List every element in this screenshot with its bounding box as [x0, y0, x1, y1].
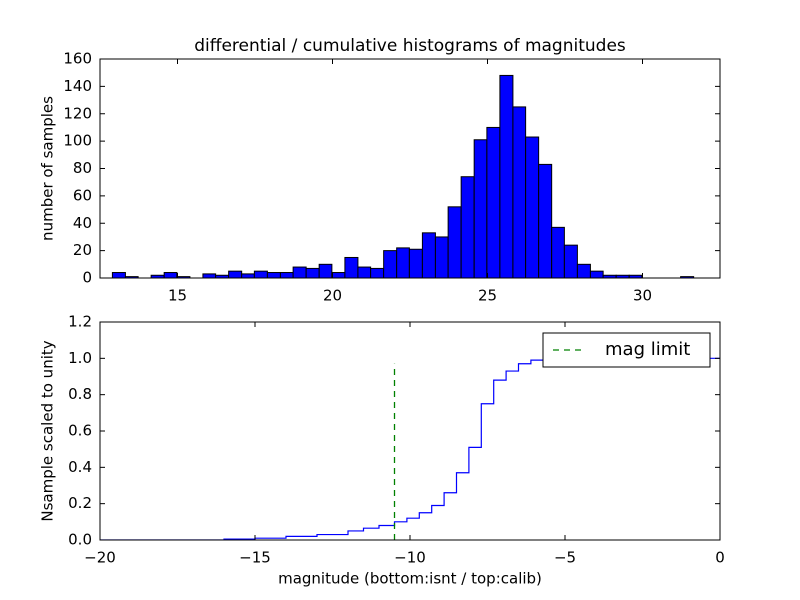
bar — [576, 263, 591, 279]
bar — [383, 250, 398, 279]
y-tick-label: 1.2 — [68, 313, 92, 331]
bar — [357, 266, 372, 279]
bar — [512, 106, 527, 279]
bar — [318, 263, 333, 279]
bar — [499, 74, 514, 279]
x-axis-label: magnitude (bottom:isnt / top:calib) — [278, 570, 542, 588]
bar — [370, 267, 385, 279]
bar — [460, 176, 475, 279]
legend-box — [542, 332, 711, 368]
y-tick-label: 1.0 — [68, 349, 92, 367]
cumulative-line — [100, 357, 720, 540]
bar — [344, 256, 359, 279]
bar — [589, 270, 604, 279]
y-tick-label: 0.2 — [68, 494, 92, 512]
bar — [279, 272, 294, 279]
y-tick-label: 20 — [73, 241, 92, 259]
y-tick-label: 0.6 — [68, 422, 92, 440]
bar — [563, 244, 578, 279]
y-tick-label: 100 — [63, 132, 92, 150]
legend-label: mag limit — [605, 339, 690, 360]
bar — [331, 272, 346, 279]
bar — [421, 232, 436, 279]
y-tick-label: 0.0 — [68, 531, 92, 549]
bar — [434, 236, 449, 279]
bar — [111, 272, 126, 279]
axes-frame — [99, 58, 721, 279]
bar — [538, 163, 553, 279]
y-tick-label: 160 — [63, 50, 92, 68]
bar — [525, 136, 540, 279]
y-tick-label: 0.8 — [68, 385, 92, 403]
y-tick-label: 80 — [73, 159, 92, 177]
y-tick-label: 60 — [73, 186, 92, 204]
bar — [305, 267, 320, 279]
x-tick-label: 20 — [323, 287, 342, 305]
y-tick-label: 0.4 — [68, 458, 92, 476]
x-tick-label: 0 — [715, 549, 725, 567]
bar — [447, 206, 462, 279]
x-tick-label: −5 — [554, 549, 576, 567]
bar — [241, 273, 255, 279]
x-tick-label: 30 — [633, 287, 652, 305]
bar — [202, 273, 217, 279]
y-axis-label: number of samples — [39, 96, 57, 241]
y-tick-label: 120 — [63, 104, 92, 122]
bar — [408, 248, 423, 279]
bar — [292, 266, 307, 279]
x-tick-label: −15 — [239, 549, 271, 567]
y-axis-label: Nsample scaled to unity — [39, 340, 57, 521]
y-tick-label: 0 — [82, 269, 92, 287]
x-tick-label: 15 — [168, 287, 187, 305]
bar — [551, 226, 565, 279]
y-tick-label: 140 — [63, 77, 92, 95]
x-tick-label: −10 — [394, 549, 426, 567]
chart-title: differential / cumulative histograms of … — [194, 36, 626, 56]
y-tick-label: 40 — [73, 214, 92, 232]
bar — [253, 270, 268, 279]
bar — [473, 139, 488, 279]
x-tick-label: −20 — [84, 549, 116, 567]
bar — [228, 270, 243, 279]
bar — [396, 247, 410, 279]
x-tick-label: 25 — [478, 287, 497, 305]
bar — [486, 126, 501, 279]
bar — [163, 272, 178, 279]
bar — [266, 272, 281, 279]
